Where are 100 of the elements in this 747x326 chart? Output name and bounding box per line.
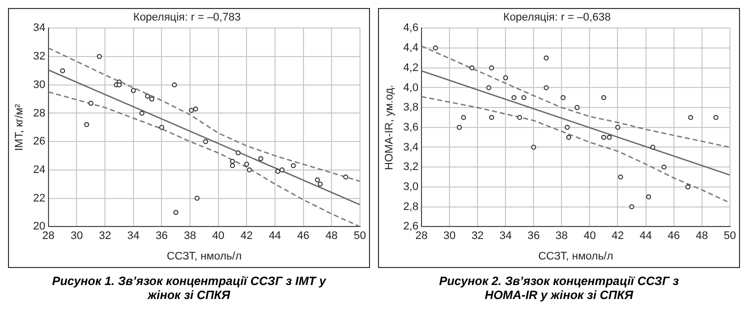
point [662,164,666,170]
x-tick-label: 48 [696,230,708,242]
point [96,54,102,60]
point [646,194,652,200]
point [173,210,178,215]
point [521,95,526,100]
point [88,100,94,106]
line-series [421,45,730,148]
point [564,124,570,130]
x-tick-label: 36 [156,230,168,242]
point [469,65,474,70]
x-tick-label: 32 [98,230,112,242]
x-tick-label: 40 [584,230,596,242]
x-tick-label: 40 [212,230,224,242]
y-tick-label: 2,6 [403,220,418,233]
point [566,134,572,140]
point [280,167,285,172]
y-tick-label: 4,6 [403,22,418,34]
point [544,85,549,90]
point [172,82,177,88]
x-tick-label: 46 [297,230,310,242]
x-tick-label: 50 [724,230,736,242]
x-tick-label: 30 [70,230,83,242]
y-axis-title: HOMA-IR, ум.од. [384,84,396,170]
line-series [48,47,360,182]
y-tick-label: 32 [33,50,46,63]
point [290,163,296,168]
point [512,95,517,100]
y-tick-label: 26 [33,136,46,148]
x-tick-label: 48 [325,230,338,242]
x-axis-title: ССЗТ, нмоль/л [166,250,242,262]
y-tick-label: 3,2 [403,161,418,174]
point [236,150,241,156]
x-tick-label: 34 [499,230,512,242]
point [650,144,656,150]
point [194,196,200,201]
y-axis-title: ІМТ, кг/м² [14,104,26,151]
x-tick-label: 34 [127,230,140,242]
point [601,134,606,140]
y-tick-label: 4,2 [403,62,418,74]
point [244,162,250,167]
point [230,163,235,168]
x-tick-label: 36 [528,230,540,242]
point [193,106,198,112]
point [688,114,694,120]
point [544,55,549,60]
point [343,174,348,180]
point [713,114,718,120]
x-tick-label: 42 [612,230,624,242]
point [531,144,536,150]
point [60,68,66,74]
chart-title: Кореляція: r = –0,783 [133,12,241,24]
point [314,177,320,182]
point [461,114,466,120]
point [230,158,235,164]
text: Рисунок 1. Зв’язок концентрації ССЗГ з ІМТ у жінок зі СПКЯ [52,274,326,302]
point [574,105,580,110]
x-tick-label: 28 [415,230,428,242]
point [130,88,136,94]
y-tick-label: 3,4 [403,141,418,154]
point [84,122,90,128]
point [188,108,194,113]
x-tick-label: 28 [42,230,55,242]
y-tick-label: 4,4 [403,42,418,54]
point [601,95,606,100]
point [489,114,494,120]
x-tick-label: 32 [471,230,484,242]
x-tick-label: 42 [240,230,253,242]
y-tick-label: 28 [33,107,46,120]
point [159,124,164,130]
point [489,65,494,70]
y-tick-label: 3,6 [403,121,418,134]
x-tick-label: 50 [354,230,366,242]
x-tick-label: 38 [556,230,568,242]
point [318,182,323,187]
point [149,96,154,102]
chart-title: Кореляція: r = –0,638 [503,12,611,24]
point [618,174,624,180]
x-tick-label: 44 [268,230,282,242]
point [486,85,492,90]
point [116,82,122,88]
point [629,204,634,210]
line-series [421,96,730,204]
y-tick-label: 3,0 [403,180,418,193]
point [275,168,280,174]
point [203,139,208,144]
x-tick-label: 38 [184,230,196,242]
point [685,184,690,190]
point [456,124,462,130]
y-tick-label: 34 [33,22,46,34]
point [615,124,620,130]
point [139,110,144,116]
point [606,134,612,140]
y-tick-label: 30 [33,78,46,91]
x-tick-label: 46 [668,230,680,242]
x-tick-label: 44 [640,230,652,242]
y-tick-label: 2,8 [403,200,418,213]
y-tick-label: 22 [33,192,46,204]
x-axis-title: ССЗТ, нмоль/л [538,250,614,262]
point [560,95,566,100]
